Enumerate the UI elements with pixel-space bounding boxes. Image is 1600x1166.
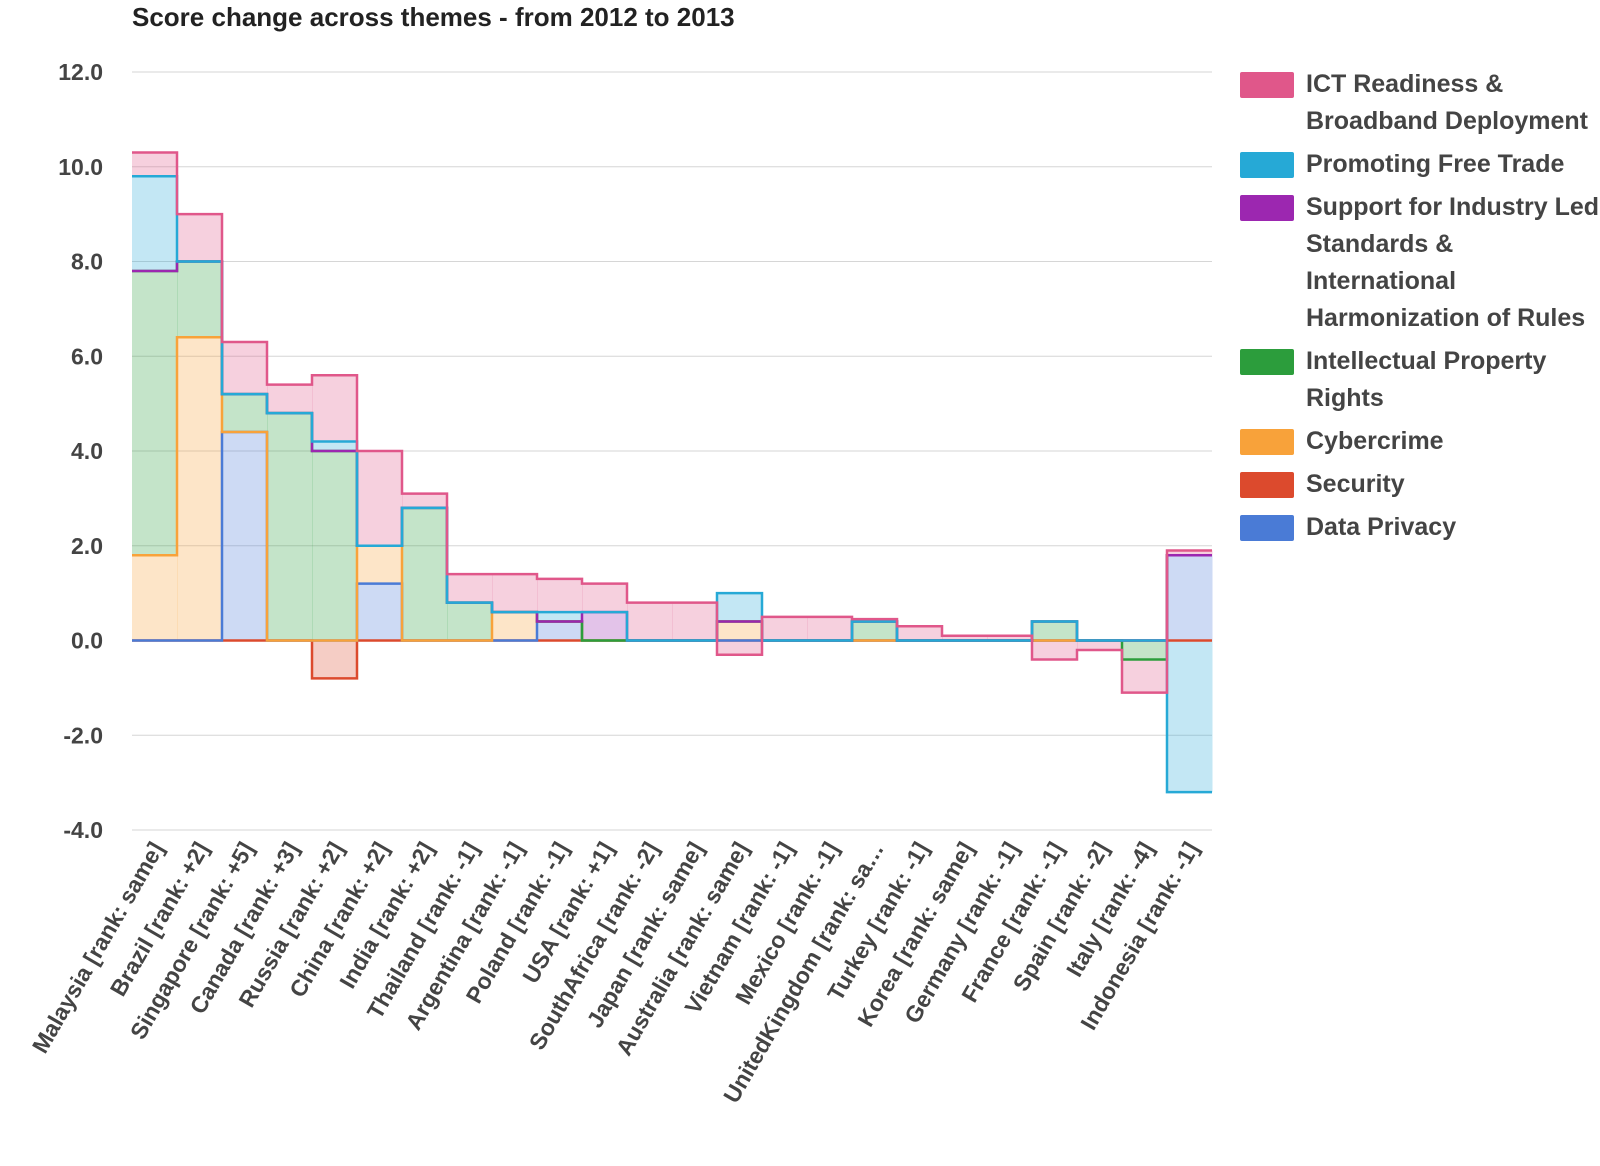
area-segment-s6-c22: [1122, 659, 1168, 693]
legend-swatch-security: [1240, 472, 1294, 498]
area-segment-s3-c0: [132, 270, 178, 556]
area-segment-s6-c8: [492, 574, 538, 613]
stacked-areas: [132, 152, 1213, 793]
area-segment-s6-c11: [627, 602, 673, 641]
area-segment-s2-c8: [492, 612, 538, 641]
area-segment-s5-c9: [537, 612, 583, 622]
y-tick-label-7: -2.0: [63, 722, 103, 748]
area-segment-s3-c20: [1032, 621, 1078, 641]
area-segment-s6-c19: [987, 635, 1033, 641]
legend-label-data-privacy: Data Privacy: [1306, 513, 1457, 541]
area-segment-s6-c9: [537, 578, 583, 613]
area-segment-s2-c0: [132, 555, 178, 641]
area-segment-s6-c1: [177, 214, 223, 262]
legend-item-data-privacy[interactable]: Data Privacy: [1240, 513, 1600, 546]
legend-label-free-trade: Promoting Free Trade: [1306, 150, 1565, 178]
area-segment-s3-c1: [177, 261, 223, 338]
area-segment-s3-c16: [852, 621, 898, 641]
area-segment-s3-c4: [312, 451, 358, 641]
legend-swatch-standards: [1240, 195, 1294, 221]
legend-swatch-free-trade: [1240, 152, 1294, 178]
y-tick-label-3: 6.0: [71, 343, 103, 369]
legend-label-ict: ICT Readiness & Broadband Deployment: [1306, 70, 1588, 135]
area-segment-s6-c18: [942, 635, 988, 641]
series-line-5: [132, 174, 1212, 794]
area-segment-s3-c2: [222, 394, 268, 433]
area-segment-s2-c1: [177, 337, 223, 641]
area-segment-s3-c3: [267, 413, 313, 641]
area-segment-s2-c13: [717, 621, 763, 641]
y-tick-label-0: 12.0: [58, 59, 103, 85]
series-line-6: [132, 151, 1212, 694]
area-segment-s6-c7: [447, 574, 493, 603]
area-segment-s6-c10: [582, 583, 628, 613]
area-segment-s5-c13: [717, 593, 763, 622]
area-segment-s1-c2: [222, 432, 268, 641]
area-segment-s1-c23: [1167, 555, 1213, 641]
legend-label-ip-rights: Intellectual Property Rights: [1306, 347, 1547, 412]
area-segment-s6-c14: [762, 616, 808, 641]
legend-item-security[interactable]: Security: [1240, 470, 1600, 503]
area-segment-s6-c15: [807, 616, 853, 641]
area-segment-s6-c23: [1167, 550, 1213, 556]
area-segment-s6-c0: [132, 152, 178, 177]
area-segment-s0-c4: [312, 640, 358, 679]
legend-label-standards: Support for Industry Led Standards & Int…: [1306, 193, 1600, 332]
legend-swatch-data-privacy: [1240, 515, 1294, 541]
legend-item-standards[interactable]: Support for Industry Led Standards & Int…: [1240, 193, 1600, 337]
y-tick-label-2: 8.0: [71, 249, 103, 275]
y-tick-label-8: -4.0: [63, 817, 103, 843]
area-segment-s3-c22: [1122, 640, 1168, 660]
legend-swatch-ict: [1240, 72, 1294, 98]
area-segment-s3-c6: [402, 507, 448, 641]
area-segment-s5-c4: [312, 441, 358, 451]
area-segment-s6-c5: [357, 451, 403, 546]
area-segment-s6-c21: [1077, 640, 1123, 650]
area-segment-s6-c17: [897, 626, 943, 641]
area-segment-s5-c0: [132, 176, 178, 271]
legend-label-security: Security: [1306, 470, 1405, 498]
legend-item-free-trade[interactable]: Promoting Free Trade: [1240, 150, 1600, 183]
area-segment-s1-c9: [537, 621, 583, 641]
legend-item-cybercrime[interactable]: Cybercrime: [1240, 427, 1600, 460]
y-tick-label-5: 2.0: [71, 533, 103, 559]
legend-swatch-cybercrime: [1240, 429, 1294, 455]
legend-swatch-ip-rights: [1240, 349, 1294, 375]
area-segment-s6-c3: [267, 384, 313, 414]
area-segment-s2-c5: [357, 545, 403, 584]
area-segment-s6-c13: [717, 640, 763, 655]
chart-title: Score change across themes - from 2012 t…: [132, 2, 735, 32]
area-segment-s5-c23: [1167, 640, 1213, 793]
legend-item-ict[interactable]: ICT Readiness & Broadband Deployment: [1240, 70, 1600, 140]
y-tick-label-4: 4.0: [71, 438, 103, 464]
legend: ICT Readiness & Broadband Deployment Pro…: [1240, 70, 1600, 556]
area-segment-s6-c4: [312, 375, 358, 442]
legend-label-cybercrime: Cybercrime: [1306, 427, 1444, 455]
area-segment-s4-c10: [582, 612, 628, 641]
area-segment-s6-c6: [402, 493, 448, 508]
area-segment-s6-c20: [1032, 640, 1078, 660]
legend-item-ip-rights[interactable]: Intellectual Property Rights: [1240, 347, 1600, 417]
area-segment-s6-c12: [672, 602, 718, 641]
area-segment-s1-c5: [357, 583, 403, 641]
area-segment-s6-c2: [222, 342, 268, 395]
area-segment-s3-c7: [447, 602, 493, 641]
y-tick-label-1: 10.0: [58, 154, 103, 180]
series-lines: [132, 151, 1212, 794]
y-tick-label-6: 0.0: [71, 628, 103, 654]
